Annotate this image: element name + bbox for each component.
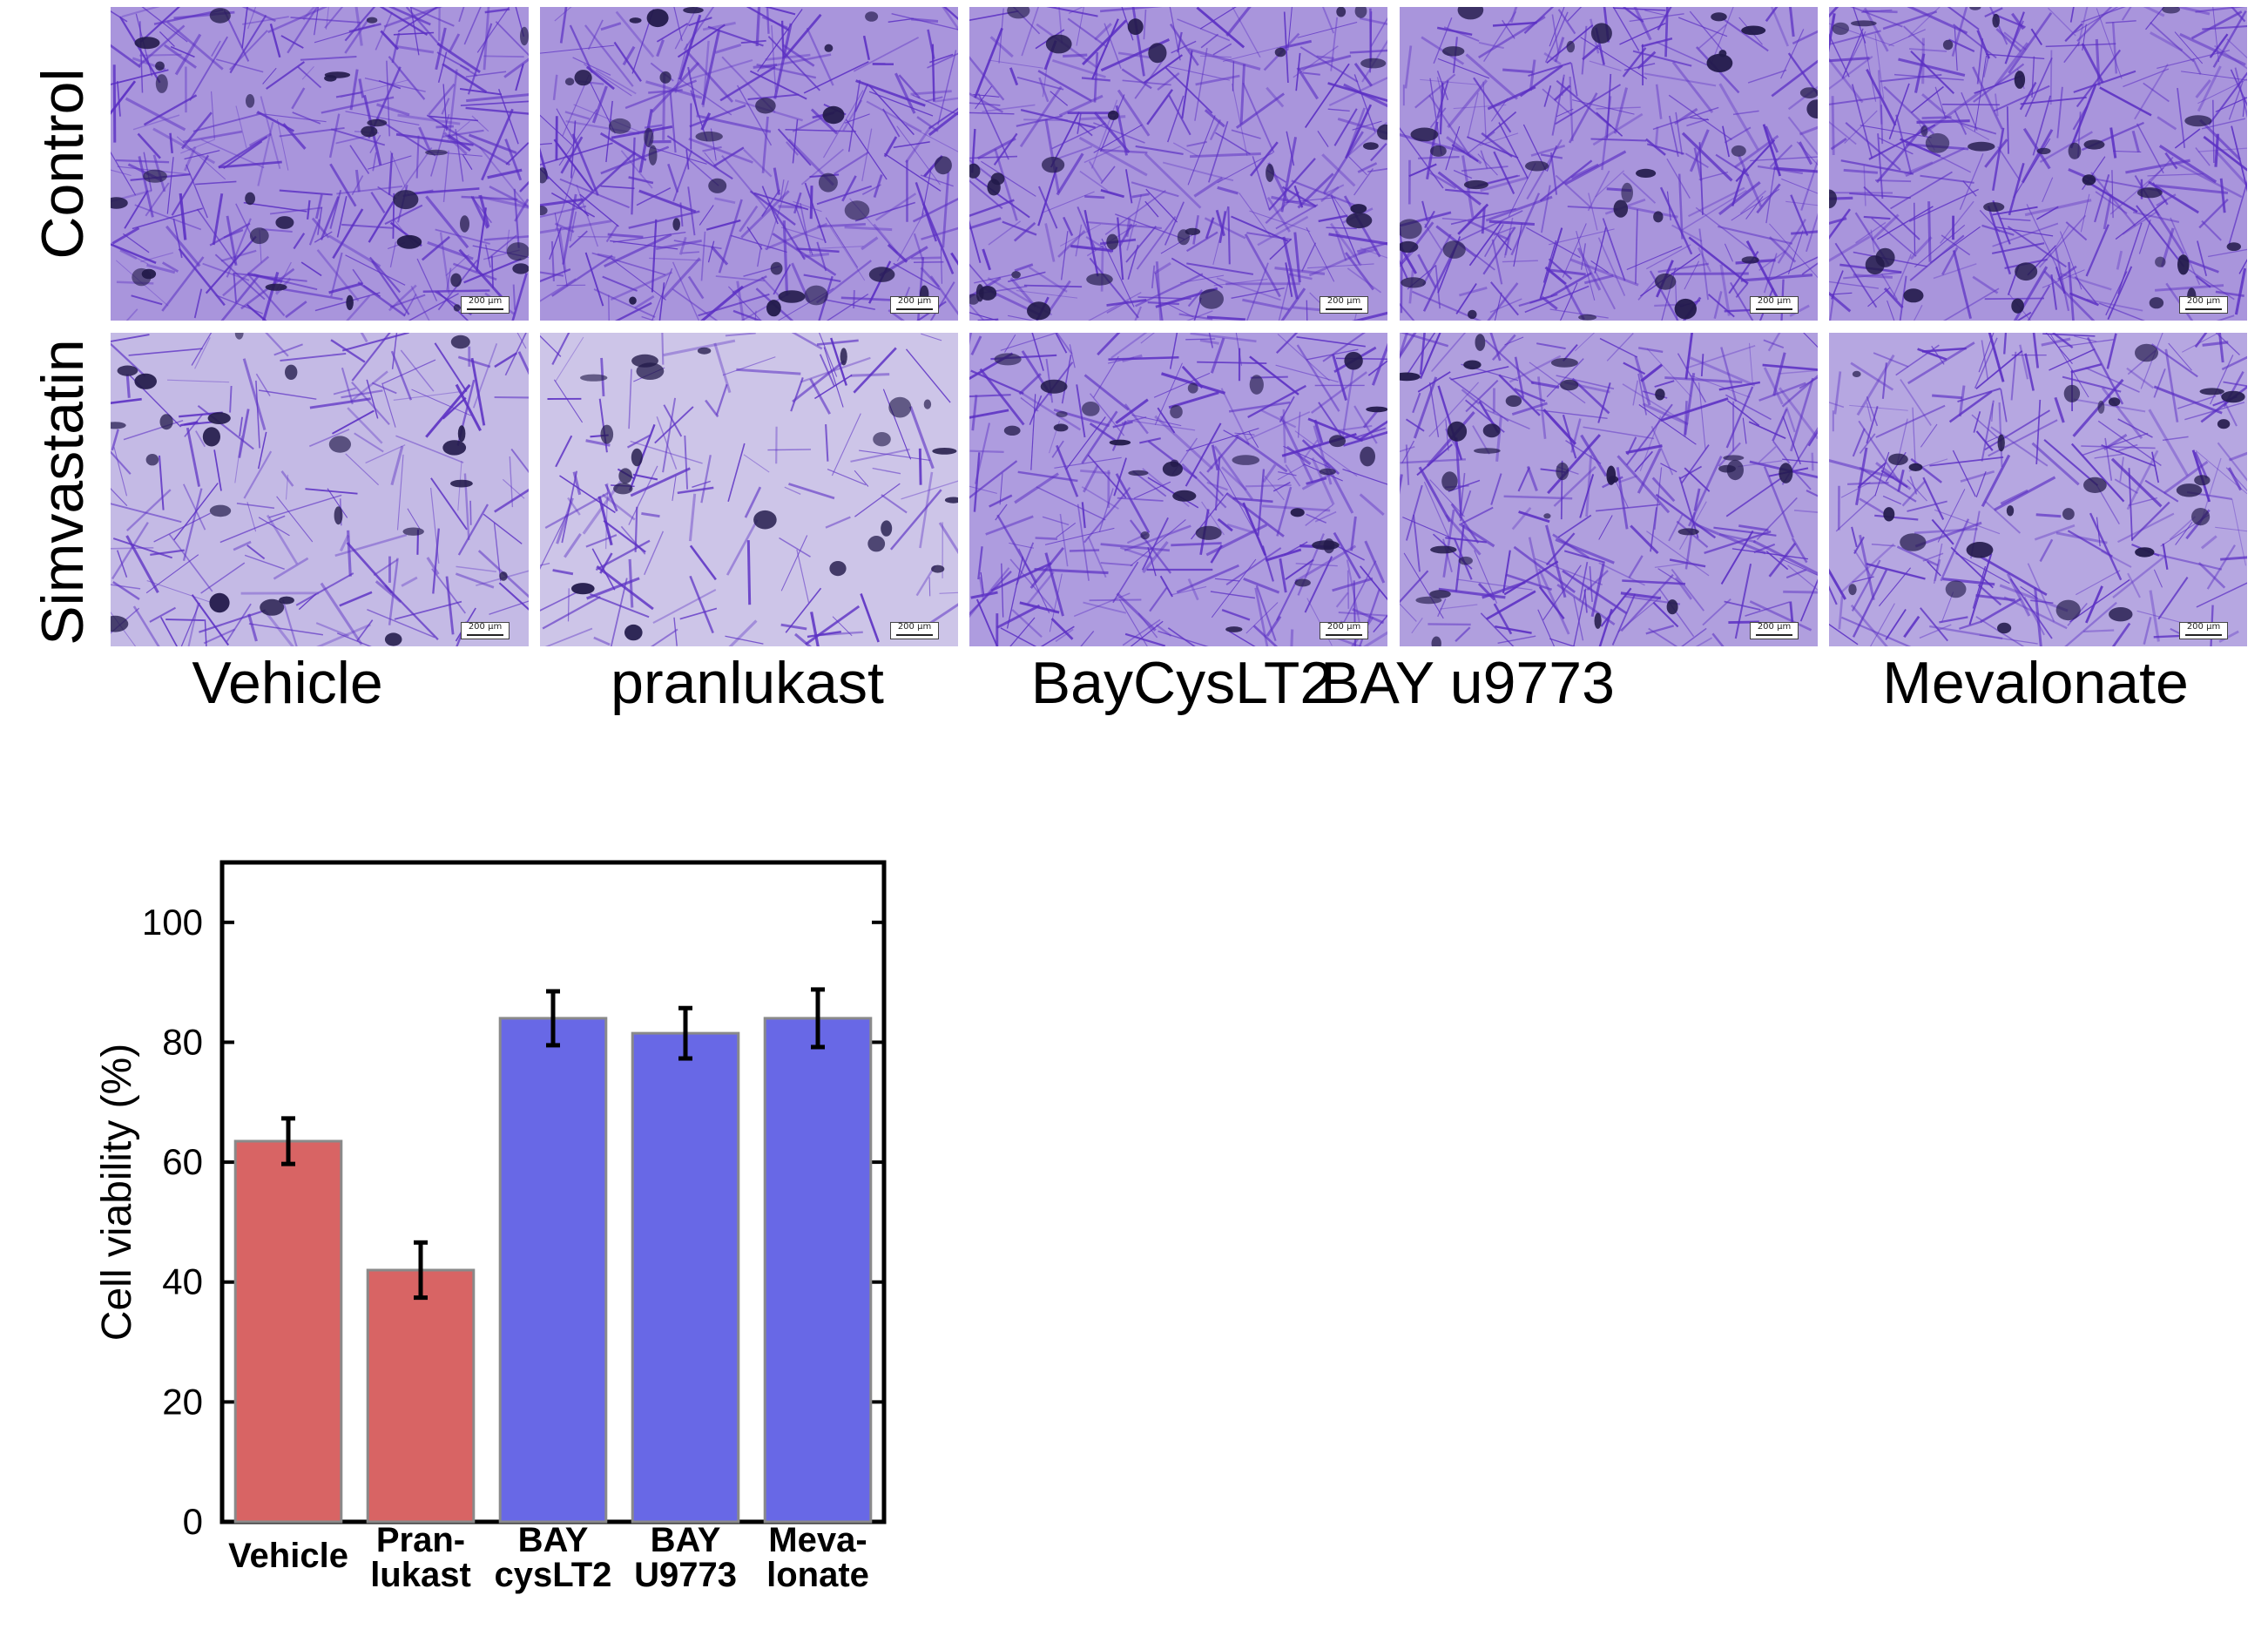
scale-bar: 200 μm: [1320, 622, 1368, 639]
scale-bar: 200 μm: [890, 622, 939, 639]
cell-viability-chart: 0 20 40 60 80 100 Cell viability (%) Vehicle Pra…: [94, 860, 887, 1594]
micrograph-control-2: 200 μm: [540, 7, 958, 321]
bar-3: [498, 1017, 608, 1524]
scale-bar: 200 μm: [1320, 296, 1368, 314]
scale-bar: 200 μm: [461, 296, 510, 314]
micrograph-simvastatin-4: 200 μm: [1400, 333, 1818, 646]
y-tick-label: 60: [162, 1141, 203, 1182]
scale-bar: 200 μm: [1750, 622, 1799, 639]
column-label-pranlukast: pranlukast: [611, 650, 884, 716]
micrograph-simvastatin-5: 200 μm: [1829, 333, 2247, 646]
micrograph-control-5: 200 μm: [1829, 7, 2247, 321]
micrograph-control-4: 200 μm: [1400, 7, 1818, 321]
micrograph-control-1: 200 μm: [111, 7, 529, 321]
column-label-baycyslt2: BayCysLT2: [1030, 650, 1333, 716]
y-axis-label: Cell viability (%): [94, 1044, 140, 1341]
column-label-bay-u9773: BAY u9773: [1320, 650, 1615, 716]
x-tick-label-2: Pran-lukast: [370, 1521, 471, 1594]
row-label-control: Control: [30, 68, 96, 260]
scale-bar: 200 μm: [2179, 622, 2228, 639]
micrograph-control-3: 200 μm: [969, 7, 1387, 321]
x-tick-label-3: BAY cysLT2: [495, 1521, 612, 1594]
x-tick-label-1: Vehicle: [228, 1537, 348, 1575]
bar-5: [763, 1017, 873, 1524]
y-tick-label: 20: [162, 1381, 203, 1422]
x-tick-label-4: BAY U9773: [634, 1521, 737, 1594]
micrograph-simvastatin-2: 200 μm: [540, 333, 958, 646]
scale-bar: 200 μm: [461, 622, 510, 639]
y-tick-label: 80: [162, 1021, 203, 1062]
bar-2: [366, 1268, 476, 1524]
scale-bar: 200 μm: [890, 296, 939, 314]
row-label-simvastatin: Simvastatin: [30, 339, 96, 646]
y-tick-label: 0: [183, 1501, 203, 1542]
bar-1: [233, 1139, 343, 1524]
micrograph-simvastatin-3: 200 μm: [969, 333, 1387, 646]
y-tick-label: 40: [162, 1261, 203, 1302]
column-label-vehicle: Vehicle: [192, 650, 383, 716]
column-label-mevalonate: Mevalonate: [1882, 650, 2189, 716]
scale-bar: 200 μm: [1750, 296, 1799, 314]
scale-bar: 200 μm: [2179, 296, 2228, 314]
bar-4: [631, 1031, 740, 1524]
y-tick-label: 100: [142, 902, 203, 943]
x-tick-label-5: Meva-lonate: [766, 1521, 869, 1594]
micrograph-simvastatin-1: 200 μm: [111, 333, 529, 646]
